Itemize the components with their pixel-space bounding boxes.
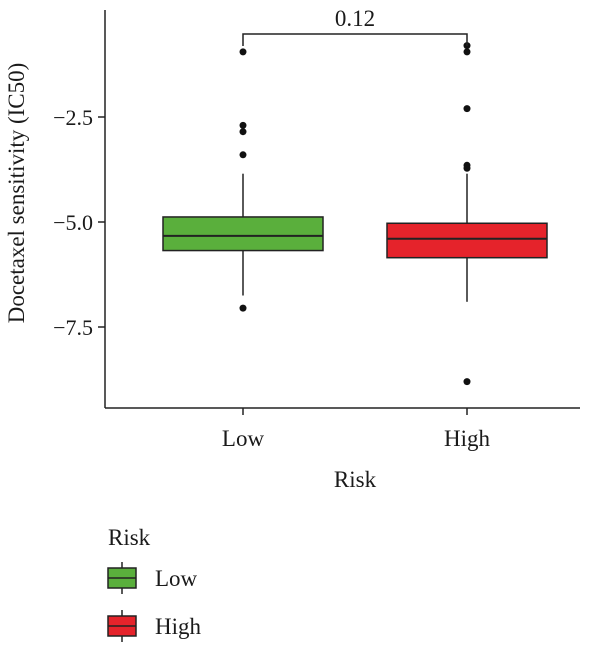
x-axis-label: Risk [334,467,377,492]
y-tick-label: −5.0 [53,210,93,235]
outlier-point-high [463,105,471,113]
y-tick-label: −7.5 [53,315,93,340]
outlier-point-low [239,128,247,136]
outlier-point-low [239,151,247,159]
outlier-point-low [239,48,247,56]
y-axis-label: Docetaxel sensitivity (IC50) [4,63,29,324]
outlier-point-low [239,304,247,312]
outlier-point-low [239,121,247,129]
legend-label-low: Low [155,566,198,591]
y-tick-label: −2.5 [53,105,93,130]
legend-label-high: High [155,614,202,639]
outlier-point-high [463,378,471,386]
outlier-point-high [463,48,471,56]
x-tick-label-high: High [444,426,491,451]
box-high [386,222,548,259]
significance-bracket [242,33,468,46]
outlier-point-high [463,164,471,172]
p-value-annotation: 0.12 [335,6,375,31]
legend-title: Risk [108,525,151,550]
x-tick-label-low: Low [222,426,265,451]
box-low [162,216,324,252]
